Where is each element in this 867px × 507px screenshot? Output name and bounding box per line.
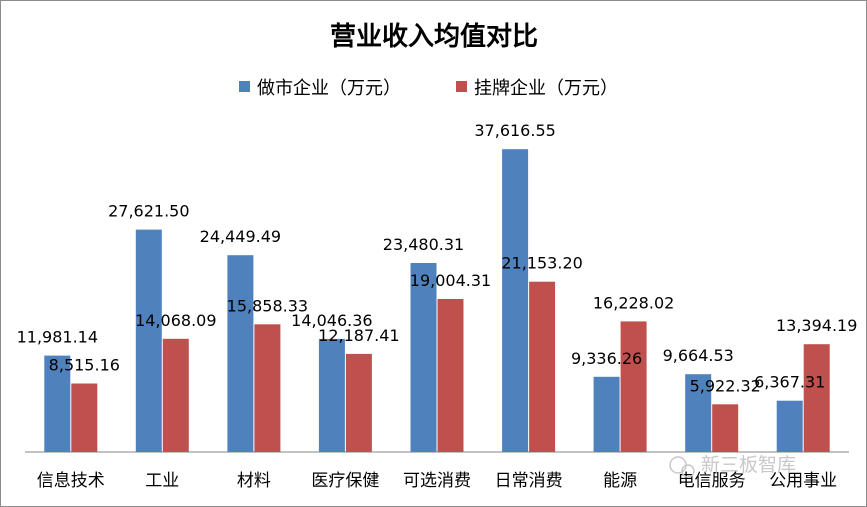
legend-swatch-market-making — [239, 81, 250, 92]
bars-group — [44, 149, 830, 452]
category-label-5: 日常消费 — [495, 471, 563, 491]
bar-listed-4 — [437, 299, 464, 452]
category-label-3: 医疗保健 — [311, 471, 379, 491]
data-label-market-making-0: 11,981.14 — [17, 328, 98, 347]
bar-market-making-4 — [410, 263, 437, 452]
legend-label-market-making: 做市企业（万元） — [257, 78, 401, 99]
bar-market-making-8 — [776, 400, 803, 452]
bar-listed-5 — [529, 281, 556, 452]
bar-listed-2 — [254, 324, 281, 452]
bar-listed-8 — [803, 344, 830, 452]
category-label-6: 能源 — [603, 471, 637, 491]
data-label-listed-3: 12,187.41 — [318, 326, 399, 345]
category-labels-group: 信息技术 工业 材料 医疗保健 可选消费 日常消费 能源 电信服务 公用事业 — [37, 471, 837, 491]
legend: 做市企业（万元） 挂牌企业（万元） — [239, 78, 618, 99]
bar-market-making-5 — [502, 149, 529, 452]
data-labels-group: 11,981.14 8,515.16 27,621.50 14,068.09 24,44… — [17, 121, 858, 395]
bar-listed-3 — [345, 353, 372, 452]
watermark: 新三板智库 — [669, 454, 796, 478]
data-label-listed-8: 13,394.19 — [776, 316, 857, 335]
data-label-listed-0: 8,515.16 — [49, 356, 120, 375]
data-label-market-making-7: 9,664.53 — [663, 346, 734, 365]
data-label-listed-4: 19,004.31 — [410, 271, 491, 290]
chart-title: 营业收入均值对比 — [330, 22, 538, 52]
bar-listed-7 — [712, 404, 739, 452]
wechat-icon-small — [681, 464, 695, 478]
data-label-market-making-2: 24,449.49 — [200, 227, 281, 246]
category-label-8: 公用事业 — [769, 471, 837, 491]
legend-swatch-listed — [456, 81, 467, 92]
data-label-market-making-8: 6,367.31 — [754, 373, 825, 392]
data-label-market-making-5: 37,616.55 — [474, 121, 555, 140]
legend-label-listed: 挂牌企业（万元） — [474, 78, 618, 99]
bar-market-making-7 — [685, 374, 712, 452]
category-label-7: 电信服务 — [678, 471, 746, 491]
data-label-listed-5: 21,153.20 — [501, 254, 582, 273]
category-label-2: 材料 — [237, 471, 271, 491]
bar-market-making-1 — [135, 229, 162, 452]
data-label-market-making-6: 9,336.26 — [571, 349, 642, 368]
data-label-market-making-3: 14,046.36 — [291, 311, 372, 330]
bar-market-making-6 — [593, 376, 620, 452]
bar-market-making-0 — [44, 355, 71, 452]
data-label-listed-2: 15,858.33 — [227, 296, 308, 315]
bar-market-making-3 — [318, 338, 345, 452]
bar-listed-1 — [162, 338, 189, 452]
category-label-4: 可选消费 — [403, 471, 471, 491]
watermark-text: 新三板智库 — [701, 454, 796, 476]
data-label-listed-7: 5,922.32 — [690, 376, 761, 395]
bar-market-making-2 — [227, 255, 254, 452]
bar-listed-0 — [71, 383, 98, 452]
data-label-market-making-4: 23,480.31 — [383, 235, 464, 254]
bar-listed-6 — [620, 321, 647, 452]
category-label-0: 信息技术 — [37, 471, 105, 491]
data-label-market-making-1: 27,621.50 — [108, 202, 189, 221]
data-label-listed-6: 16,228.02 — [593, 293, 674, 312]
data-label-listed-1: 14,068.09 — [135, 311, 216, 330]
category-label-1: 工业 — [145, 471, 179, 491]
